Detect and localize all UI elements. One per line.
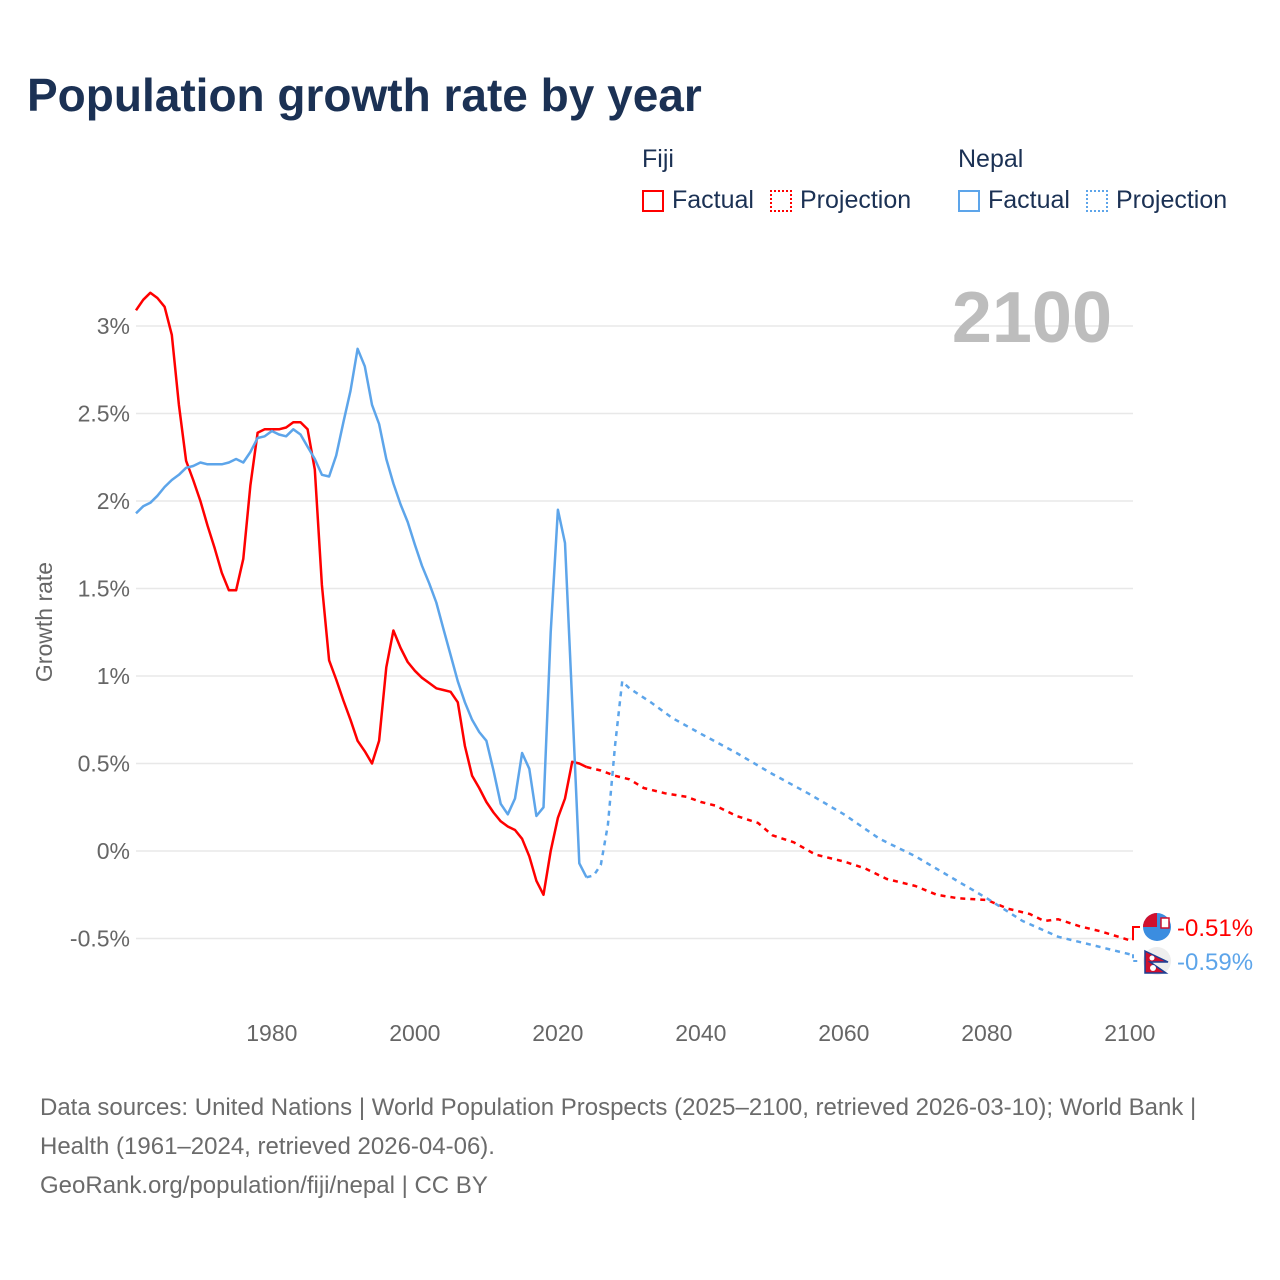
x-tick-label: 1980 — [246, 1020, 297, 1046]
chart-title: Population growth rate by year — [27, 69, 702, 121]
legend-label: Factual — [988, 186, 1070, 214]
end-value-label: -0.51% — [1177, 915, 1253, 942]
x-tick-label: 2100 — [1104, 1020, 1155, 1046]
nepal-projection-line — [586, 680, 1131, 956]
end-connector — [1132, 926, 1140, 941]
legend-nepal-factual[interactable]: Factual — [958, 186, 1070, 215]
x-tick-label: 2000 — [389, 1020, 440, 1046]
legend-nepal-projection[interactable]: Projection — [1085, 186, 1228, 215]
legend-fiji: Fiji Factual Projection — [642, 145, 927, 215]
y-tick-label: 1% — [97, 663, 130, 689]
legend-swatch-solid-icon — [642, 189, 664, 212]
end-connector — [1132, 954, 1140, 962]
y-tick-label: 1.5% — [78, 576, 130, 602]
y-tick-label: 2% — [97, 488, 130, 514]
fiji-projection-line — [586, 765, 1131, 942]
y-tick-label: 0.5% — [78, 751, 130, 777]
legend-fiji-title: Fiji — [642, 145, 674, 173]
nepal-factual-line — [135, 347, 588, 878]
legend-label: Projection — [799, 186, 912, 214]
legend-label: Projection — [1115, 186, 1228, 214]
y-axis-title: Growth rate — [31, 562, 57, 682]
x-tick-label: 2080 — [961, 1020, 1012, 1046]
legend-nepal: Nepal Factual Projection — [958, 145, 1243, 215]
y-tick-label: 2.5% — [78, 401, 130, 427]
fiji-flag-icon — [1143, 913, 1171, 941]
legend-fiji-projection[interactable]: Projection — [769, 186, 912, 215]
year-display: 2100 — [952, 278, 1112, 358]
x-tick-label: 2020 — [532, 1020, 583, 1046]
credit-link[interactable]: GeoRank.org/population/fiji/nepal | CC B… — [40, 1172, 488, 1199]
x-tick-label: 2040 — [675, 1020, 726, 1046]
nepal-flag-icon — [1143, 947, 1171, 975]
legend-nepal-title: Nepal — [958, 145, 1024, 173]
y-tick-label: 0% — [97, 838, 130, 864]
fiji-factual-line — [134, 291, 588, 897]
x-tick-label: 2060 — [818, 1020, 869, 1046]
data-sources: Data sources: United Nations | World Pop… — [40, 1094, 1197, 1160]
legend-swatch-dotted-icon — [1085, 189, 1108, 212]
legend-label: Factual — [672, 186, 754, 214]
legend-swatch-solid-icon — [958, 189, 980, 212]
chart-plot: -0.5% 0% 0.5% 1% 1.5% 2% 2.5% 3% 1980 2000 2020 20… — [31, 278, 1253, 1046]
y-tick-label: -0.5% — [70, 926, 130, 952]
footer: Data sources: United Nations | World Pop… — [40, 1088, 1240, 1205]
legend-fiji-factual[interactable]: Factual — [642, 186, 754, 215]
legend-swatch-dotted-icon — [769, 189, 792, 212]
y-tick-label: 3% — [97, 313, 130, 339]
end-value-label: -0.59% — [1177, 949, 1253, 976]
